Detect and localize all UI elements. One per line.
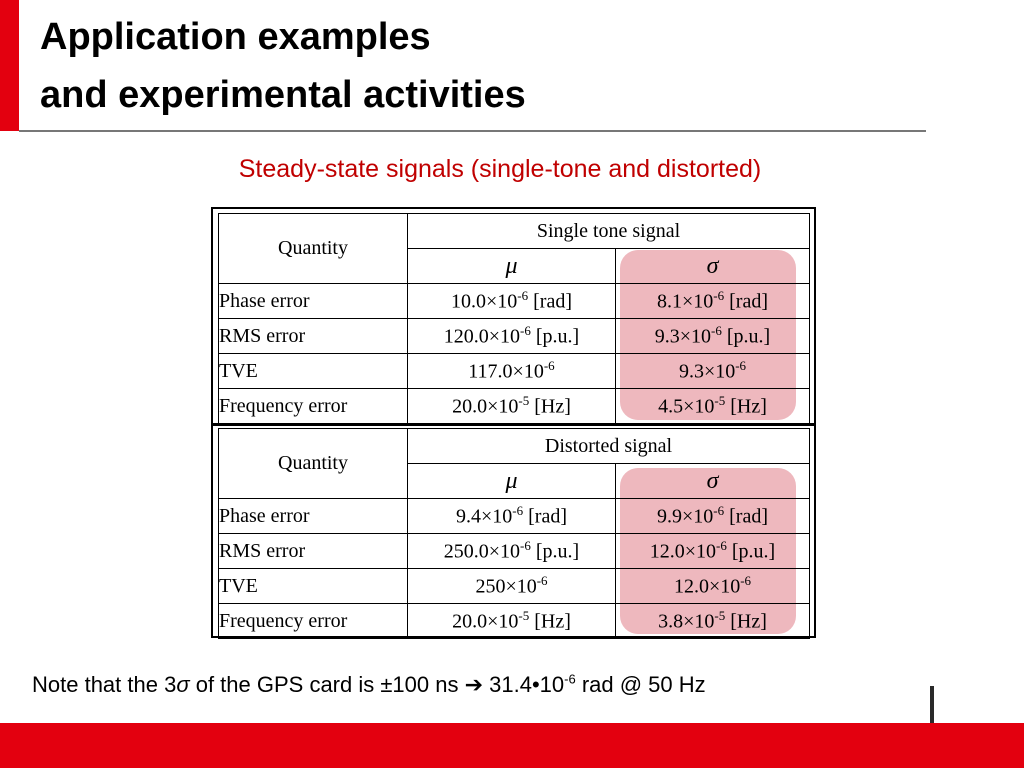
- signal-header: Single tone signal: [407, 213, 810, 249]
- quantity-header: Quantity: [218, 213, 408, 284]
- mu-header: μ: [407, 463, 616, 499]
- table-row: Phase error 10.0×10-6 [rad] 8.1×10-6 [ra…: [218, 283, 810, 319]
- quantity-label: Frequency error: [218, 388, 408, 424]
- distorted-table: Quantity Distorted signal μ σ Phase erro…: [218, 428, 810, 639]
- note-text-c: 31.4•10: [483, 672, 565, 697]
- quantity-label: Phase error: [218, 498, 408, 534]
- note-text-a: Note that the 3: [32, 672, 177, 697]
- title-line-1: Application examples: [40, 16, 431, 58]
- table-row: RMS error 120.0×10-6 [p.u.] 9.3×10-6 [p.…: [218, 318, 810, 354]
- title-accent-bar: [0, 0, 19, 131]
- signal-header: Distorted signal: [407, 428, 810, 464]
- mu-value: 10.0×10-6 [rad]: [407, 283, 616, 319]
- quantity-label: Frequency error: [218, 603, 408, 639]
- mu-value: 20.0×10-5 [Hz]: [407, 603, 616, 639]
- note-sigma: σ: [176, 672, 190, 697]
- table-header-row: Quantity Distorted signal: [218, 428, 810, 499]
- sigma-value: 9.3×10-6 [p.u.]: [615, 318, 810, 354]
- table-row: TVE 250×10-6 12.0×10-6: [218, 568, 810, 604]
- quantity-label: TVE: [218, 353, 408, 389]
- table-row: Frequency error 20.0×10-5 [Hz] 3.8×10-5 …: [218, 603, 810, 639]
- slide-subtitle: Steady-state signals (single-tone and di…: [238, 155, 762, 183]
- gps-note: Note that the 3σ of the GPS card is ±100…: [32, 672, 706, 698]
- sigma-value: 9.9×10-6 [rad]: [615, 498, 810, 534]
- note-exponent: -6: [564, 671, 576, 687]
- note-text-b: of the GPS card is ±100 ns: [189, 672, 465, 697]
- sigma-value: 9.3×10-6: [615, 353, 810, 389]
- title-line-2: and experimental activities: [40, 74, 526, 116]
- table-header-row: Quantity Single tone signal: [218, 213, 810, 284]
- quantity-header: Quantity: [218, 428, 408, 499]
- footer-bar: [0, 723, 1024, 768]
- quantity-label: RMS error: [218, 533, 408, 569]
- table-symbol-row: μ σ: [219, 248, 810, 284]
- sigma-value: 4.5×10-5 [Hz]: [615, 388, 810, 424]
- table-row: RMS error 250.0×10-6 [p.u.] 12.0×10-6 [p…: [218, 533, 810, 569]
- arrow-right-icon: ➔: [464, 672, 484, 697]
- sigma-value: 3.8×10-5 [Hz]: [615, 603, 810, 639]
- single-tone-table: Quantity Single tone signal μ σ Phase er…: [218, 213, 810, 424]
- mu-value: 117.0×10-6: [407, 353, 616, 389]
- sigma-header: σ: [615, 463, 810, 499]
- slide-title: Application examples and experimental ac…: [40, 8, 526, 124]
- quantity-label: Phase error: [218, 283, 408, 319]
- mu-value: 250×10-6: [407, 568, 616, 604]
- mu-value: 9.4×10-6 [rad]: [407, 498, 616, 534]
- table-row: TVE 117.0×10-6 9.3×10-6: [218, 353, 810, 389]
- note-text-d: rad @ 50 Hz: [575, 672, 706, 697]
- sigma-value: 8.1×10-6 [rad]: [615, 283, 810, 319]
- mu-value: 250.0×10-6 [p.u.]: [407, 533, 616, 569]
- side-marker: [930, 686, 934, 758]
- title-divider: [19, 130, 926, 132]
- sigma-header: σ: [615, 248, 810, 284]
- mu-value: 120.0×10-6 [p.u.]: [407, 318, 616, 354]
- quantity-label: RMS error: [218, 318, 408, 354]
- sigma-value: 12.0×10-6 [p.u.]: [615, 533, 810, 569]
- quantity-label: TVE: [218, 568, 408, 604]
- mu-value: 20.0×10-5 [Hz]: [407, 388, 616, 424]
- table-row: Frequency error 20.0×10-5 [Hz] 4.5×10-5 …: [218, 388, 810, 424]
- sigma-value: 12.0×10-6: [615, 568, 810, 604]
- table-row: Phase error 9.4×10-6 [rad] 9.9×10-6 [rad…: [218, 498, 810, 534]
- mu-header: μ: [407, 248, 616, 284]
